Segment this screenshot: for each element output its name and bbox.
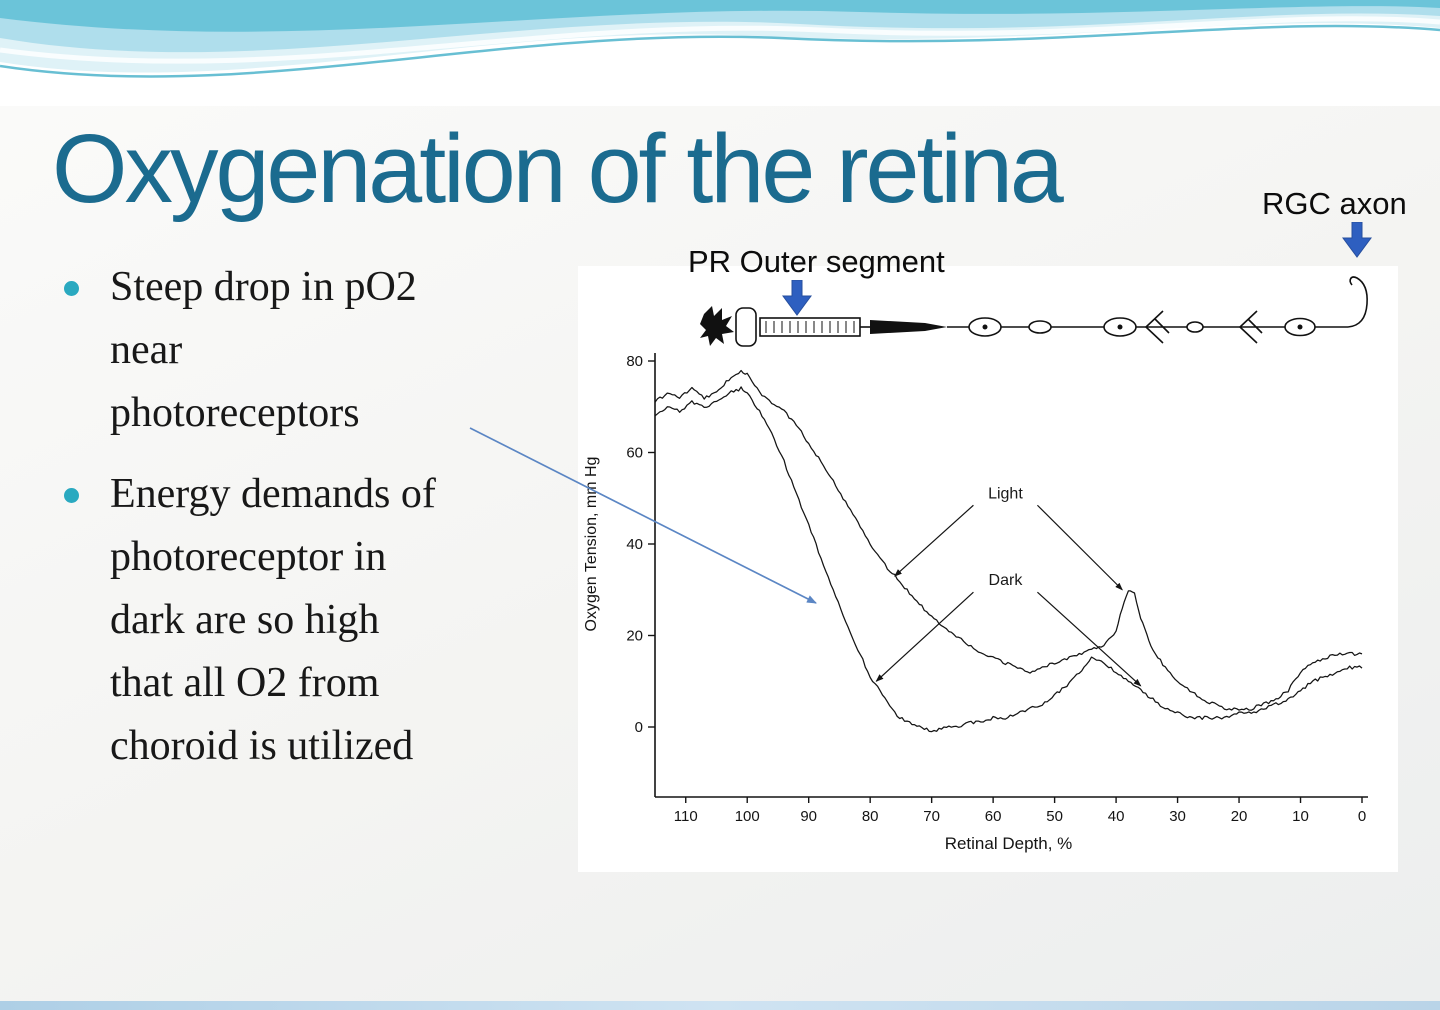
curve-dark xyxy=(654,386,1363,733)
svg-text:30: 30 xyxy=(1169,808,1186,825)
rgc-axon-icon xyxy=(1347,276,1368,328)
dendrite-branches-icon xyxy=(1145,310,1170,344)
svg-text:90: 90 xyxy=(800,808,817,825)
retinal-neuron-diagram xyxy=(700,276,1368,347)
svg-text:60: 60 xyxy=(985,808,1002,825)
rgc-axon-label: RGC axon xyxy=(1262,186,1407,221)
rpe-cell-icon xyxy=(700,306,734,346)
svg-text:80: 80 xyxy=(862,808,879,825)
bullet-marker-icon xyxy=(64,488,79,503)
svg-text:Light: Light xyxy=(988,485,1023,502)
svg-text:80: 80 xyxy=(626,353,643,370)
inner-segment-icon xyxy=(870,320,947,334)
svg-text:20: 20 xyxy=(626,628,643,645)
bullet-text: Steep drop in pO2 near photoreceptors xyxy=(110,264,417,436)
svg-text:20: 20 xyxy=(1231,808,1248,825)
dendrite-branches-icon xyxy=(1239,310,1263,344)
down-arrow-icon xyxy=(1342,222,1372,258)
svg-text:0: 0 xyxy=(635,719,643,736)
svg-text:40: 40 xyxy=(1108,808,1125,825)
svg-text:Retinal Depth, %: Retinal Depth, % xyxy=(945,834,1073,853)
bullet-list: Steep drop in pO2 near photoreceptors En… xyxy=(62,256,532,796)
svg-text:50: 50 xyxy=(1046,808,1063,825)
bullet-item: Steep drop in pO2 near photoreceptors xyxy=(62,256,532,445)
curve-light xyxy=(654,369,1363,711)
svg-text:110: 110 xyxy=(674,808,698,825)
bottom-accent-bar xyxy=(0,1001,1440,1010)
svg-text:10: 10 xyxy=(1292,808,1309,825)
svg-text:Oxygen Tension, mm Hg: Oxygen Tension, mm Hg xyxy=(583,457,600,632)
svg-text:Dark: Dark xyxy=(989,572,1024,589)
down-arrow-icon xyxy=(782,280,812,316)
outer-segment-icon xyxy=(759,317,861,337)
bullet-marker-icon xyxy=(64,281,79,296)
svg-text:0: 0 xyxy=(1358,808,1366,825)
decorative-wave xyxy=(0,0,1440,106)
pr-outer-segment-label: PR Outer segment xyxy=(688,244,945,279)
svg-text:100: 100 xyxy=(735,808,760,825)
svg-text:60: 60 xyxy=(626,445,643,462)
page-title: Oxygenation of the retina xyxy=(52,114,1064,223)
bullet-item: Energy demands of photoreceptor in dark … xyxy=(62,463,532,778)
svg-text:40: 40 xyxy=(626,536,643,553)
bullet-text: Energy demands of photoreceptor in dark … xyxy=(110,471,436,769)
svg-text:70: 70 xyxy=(923,808,940,825)
